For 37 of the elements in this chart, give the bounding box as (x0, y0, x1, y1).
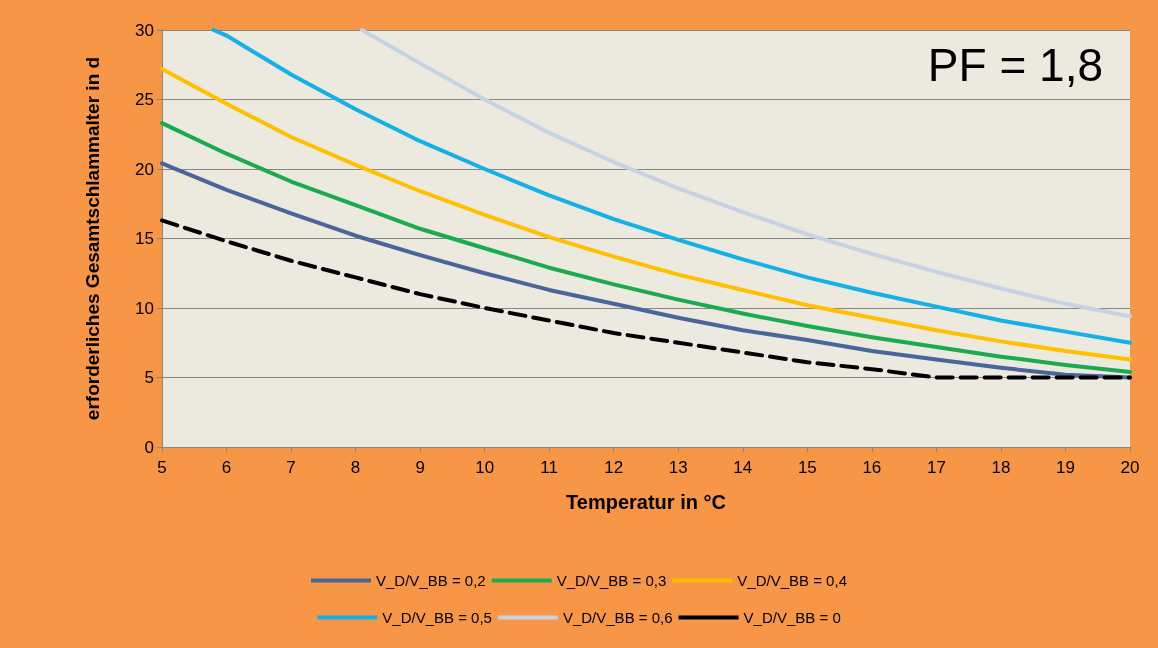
y-tick-label: 0 (144, 437, 154, 457)
x-tick-label: 14 (733, 458, 753, 477)
y-tick-label: 30 (135, 20, 154, 40)
x-tick-label: 16 (862, 458, 882, 477)
x-tick-label: 19 (1056, 458, 1075, 477)
x-tick-label: 10 (475, 458, 495, 477)
y-tick-label: 20 (135, 159, 154, 179)
line-series (360, 28, 1132, 319)
y-axis-title: erforderliches Gesamtschlammalter in d (81, 56, 103, 421)
x-tick-label: 5 (157, 458, 167, 477)
x-tick-label: 11 (540, 458, 559, 477)
legend-label: V_D/V_BB = 0,3 (556, 572, 667, 589)
x-tick-label: 18 (991, 458, 1011, 477)
annotation: PF = 1,8 (927, 39, 1104, 91)
x-tick-label: 7 (286, 458, 296, 477)
x-axis-title: Temperatur in °C (566, 491, 726, 513)
y-tick-label: 15 (135, 229, 154, 248)
x-tick-label: 15 (797, 458, 817, 477)
x-tick-label: 20 (1120, 458, 1140, 477)
y-tick-label: 10 (135, 298, 154, 318)
line-series (160, 121, 1132, 374)
y-tick-label: 5 (144, 368, 154, 387)
x-tick-label: 8 (350, 458, 361, 477)
x-tick-label: 13 (668, 458, 688, 477)
legend-label: V_D/V_BB = 0,5 (382, 609, 492, 626)
legend-label: V_D/V_BB = 0,2 (376, 572, 486, 589)
line-series (160, 161, 1132, 380)
x-tick-label: 9 (415, 458, 425, 477)
x-tick-label: 17 (926, 458, 946, 477)
legend-label: V_D/V_BB = 0 (743, 609, 841, 626)
y-tick-label: 25 (135, 90, 154, 109)
line-series (211, 28, 1132, 345)
x-tick-label: 12 (604, 458, 624, 477)
legend-label: V_D/V_BB = 0,4 (737, 572, 847, 589)
line-series (160, 218, 1132, 380)
x-tick-label: 6 (221, 458, 232, 477)
legend-label: V_D/V_BB = 0,6 (562, 609, 673, 626)
